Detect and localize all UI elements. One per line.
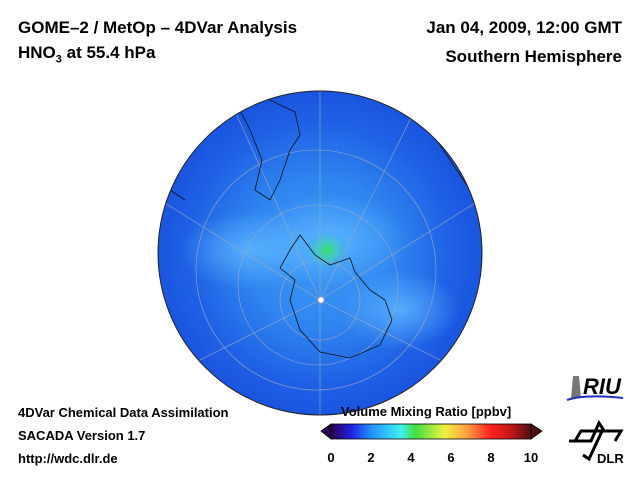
colorbar-max-arrow	[530, 423, 543, 440]
title-species-level: HNO3 at 55.4 hPa	[18, 43, 155, 65]
colorbar-tick-label: 8	[487, 450, 495, 465]
colorbar-tick-label: 4	[407, 450, 415, 465]
footer-line-1: 4DVar Chemical Data Assimilation	[18, 405, 229, 420]
colorbar-min-arrow	[320, 423, 332, 440]
colorbar-title: Volume Mixing Ratio [ppbv]	[341, 404, 512, 419]
pressure-level: at 55.4 hPa	[61, 43, 156, 62]
svg-text:DLR: DLR	[597, 451, 624, 466]
colorbar-tick-label: 10	[523, 450, 539, 465]
date-label: Jan 04, 2009, 12:00 GMT	[426, 18, 622, 37]
colorbar-tick-label: 6	[447, 450, 455, 465]
colorbar	[320, 423, 543, 440]
species: HNO	[18, 43, 56, 62]
title-line-1: GOME–2 / MetOp – 4DVar Analysis	[18, 18, 298, 37]
region-label: Southern Hemisphere	[445, 47, 622, 66]
colorbar-tick-label: 0	[327, 450, 335, 465]
svg-text:RIU: RIU	[583, 374, 622, 399]
graticule	[159, 91, 481, 415]
footer-url[interactable]: http://wdc.dlr.de	[18, 451, 118, 466]
riu-logo: RIU	[565, 372, 625, 409]
colorbar-tick-label: 2	[367, 450, 375, 465]
dlr-logo: DLR	[565, 415, 625, 472]
species-subscript: 3	[55, 53, 62, 66]
south-pole-marker	[317, 296, 325, 304]
footer-line-2: SACADA Version 1.7	[18, 428, 146, 443]
